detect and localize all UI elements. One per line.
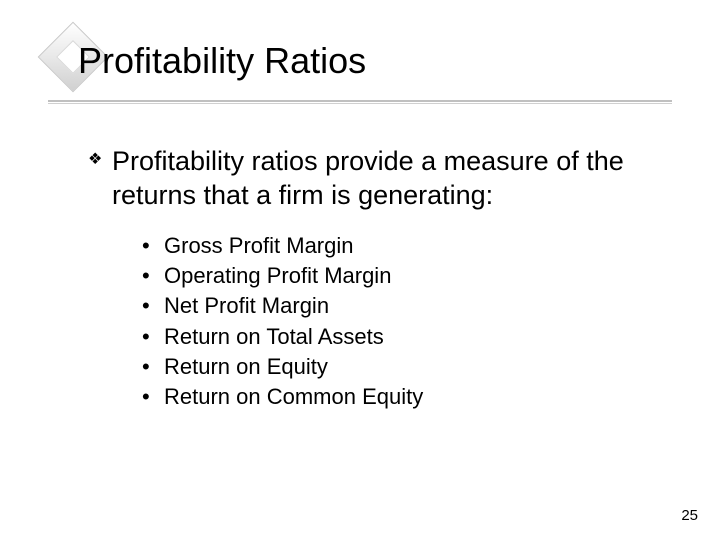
page-number: 25 — [681, 507, 698, 524]
diamond-bullet-icon — [90, 155, 102, 167]
title-underline — [48, 100, 672, 106]
list-item: Return on Common Equity — [142, 382, 650, 412]
list-item: Return on Equity — [142, 352, 650, 382]
main-bullet: Profitability ratios provide a measure o… — [90, 145, 650, 213]
list-item: Gross Profit Margin — [142, 231, 650, 261]
list-item: Return on Total Assets — [142, 322, 650, 352]
main-bullet-text: Profitability ratios provide a measure o… — [112, 145, 650, 213]
sub-bullet-list: Gross Profit Margin Operating Profit Mar… — [142, 231, 650, 413]
slide-title: Profitability Ratios — [78, 40, 366, 82]
list-item: Net Profit Margin — [142, 291, 650, 321]
list-item: Operating Profit Margin — [142, 261, 650, 291]
slide-body: Profitability ratios provide a measure o… — [90, 145, 650, 413]
